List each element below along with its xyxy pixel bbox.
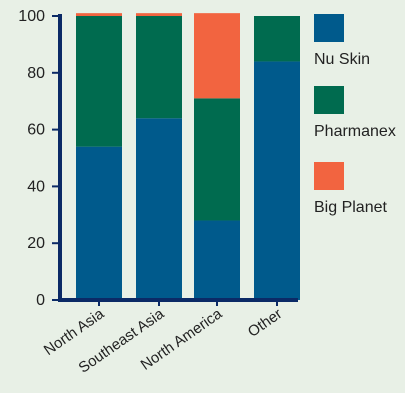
bar-southeast-asia-big-planet [136, 13, 182, 16]
legend-label-big-planet: Big Planet [314, 199, 387, 216]
y-tick-label: 20 [27, 235, 45, 252]
bar-north-asia-nu-skin [76, 146, 122, 300]
legend-label-pharmanex: Pharmanex [314, 123, 396, 140]
legend-swatch-big-planet [314, 162, 344, 190]
bar-north-america-pharmanex [194, 98, 240, 221]
bar-southeast-asia-pharmanex [136, 16, 182, 119]
bar-other-pharmanex [254, 16, 300, 62]
y-tick-label: 100 [18, 8, 45, 25]
legend: Nu Skin Pharmanex Big Planet [314, 14, 396, 216]
y-tick-labels: 0 20 40 60 80 100 [18, 8, 45, 309]
bar-north-asia-big-planet [76, 13, 122, 16]
bar-north-asia-pharmanex [76, 16, 122, 147]
y-tick-label: 80 [27, 65, 45, 82]
bar-north-america-nu-skin [194, 220, 240, 300]
legend-swatch-pharmanex [314, 86, 344, 114]
axes-group [52, 14, 298, 306]
y-tick-label: 0 [36, 292, 45, 309]
legend-swatch-nu-skin [314, 14, 344, 42]
bar-other-nu-skin [254, 61, 300, 300]
bars-group [76, 13, 300, 301]
y-tick-label: 60 [27, 122, 45, 139]
legend-label-nu-skin: Nu Skin [314, 51, 370, 68]
y-tick-label: 40 [27, 178, 45, 195]
x-tick-label-other: Other [245, 305, 285, 340]
bar-north-america-big-planet [194, 13, 240, 99]
bar-southeast-asia-nu-skin [136, 118, 182, 301]
